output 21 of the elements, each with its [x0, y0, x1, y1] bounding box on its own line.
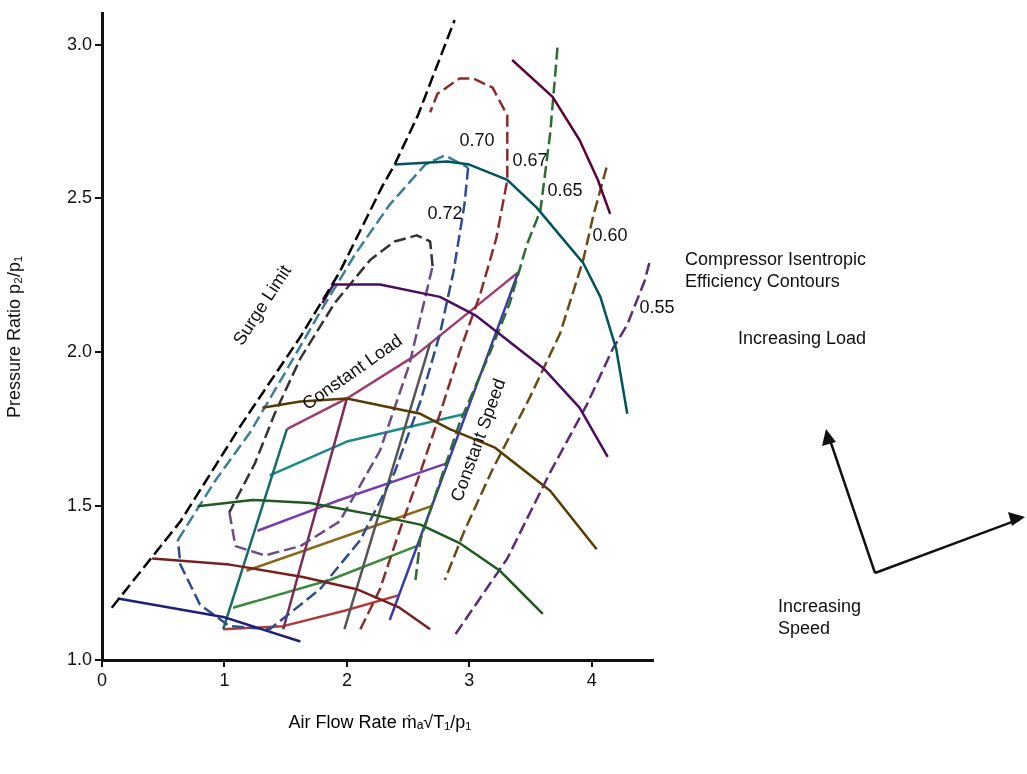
y-axis-title: Pressure Ratio p₂/p₁ [3, 255, 24, 418]
text: Compressor Isentropic Efficiency Contours [685, 248, 868, 292]
annotation: 0.65 [547, 179, 583, 201]
text: Increasing Speed [778, 595, 863, 639]
text: Increasing Load [738, 327, 868, 349]
annotation: 0.55 [639, 296, 675, 318]
y-tick-label: 2.0 [66, 341, 92, 362]
x-tick-label: 2 [341, 669, 352, 690]
y-tick-label: 1.0 [66, 648, 92, 669]
annotation: 0.60 [592, 224, 628, 246]
x-tick-label: 1 [219, 669, 230, 690]
y-tick-label: 1.5 [66, 495, 92, 516]
y-tick-label: 2.5 [66, 187, 92, 208]
annotation: 0.67 [512, 149, 548, 171]
x-tick-label: 0 [96, 669, 108, 690]
y-tick-label: 3.0 [66, 33, 92, 54]
annotation: 0.72 [427, 202, 463, 224]
x-axis-title: Air Flow Rate ṁₐ√T₁/p₁ [287, 712, 473, 733]
x-tick-label: 3 [464, 669, 475, 690]
annotation: 0.70 [459, 129, 495, 151]
x-tick-label: 4 [586, 669, 597, 690]
